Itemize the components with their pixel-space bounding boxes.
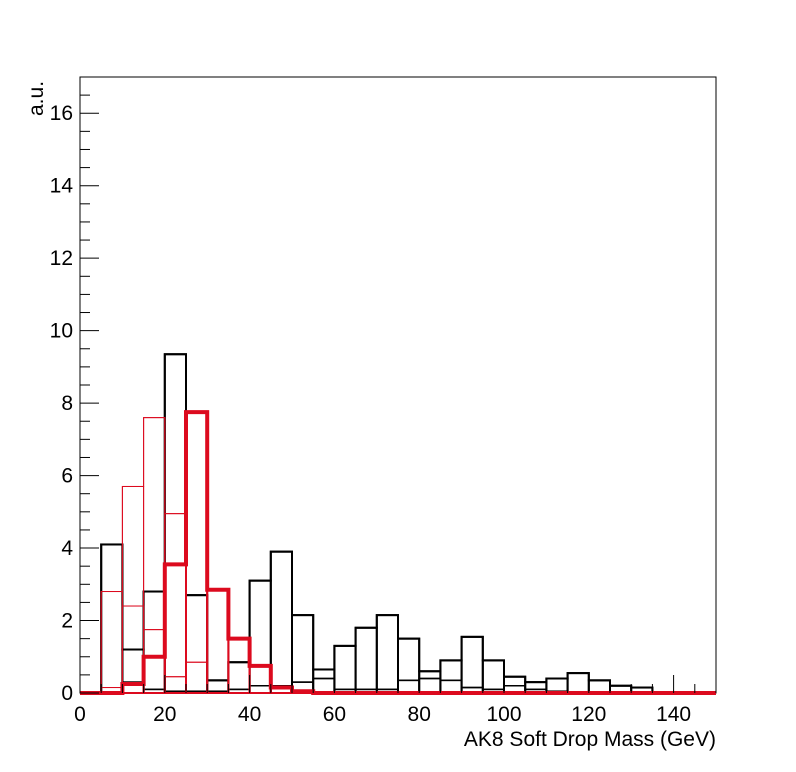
series-0-bin [163, 353, 188, 694]
series-4-bin [291, 690, 315, 695]
series-0-bin [100, 543, 124, 694]
series-3-bin [164, 513, 187, 694]
series-0-bin [121, 648, 145, 695]
series-0-bin [312, 668, 336, 695]
x-tick-label: 40 [238, 703, 261, 726]
series-0-bin [566, 672, 590, 695]
x-axis-title: AK8 Soft Drop Mass (GeV) [464, 728, 716, 751]
series-0-bin [291, 614, 315, 695]
series-4-bin [269, 686, 293, 694]
series-0-bin [503, 675, 527, 695]
series-1-bin [248, 685, 272, 694]
series-4-bin [227, 637, 251, 695]
y-tick-label: 10 [50, 320, 73, 343]
x-tick-label: 140 [656, 703, 691, 726]
x-tick-label: 80 [408, 703, 431, 726]
y-tick-label: 12 [50, 247, 73, 270]
series-3-bin [143, 629, 166, 694]
x-tick-label: 0 [74, 703, 86, 726]
series-0-bin [227, 661, 251, 695]
y-tick-label: 14 [50, 175, 74, 198]
y-tick-label: 6 [61, 465, 73, 488]
series-0-bin [354, 626, 378, 695]
y-tick-label: 8 [61, 392, 73, 415]
series-0-bin [333, 644, 357, 695]
series-3-bin [185, 661, 208, 694]
series-4-bin [185, 411, 209, 694]
x-tick-label: 20 [153, 703, 176, 726]
series-layer [80, 353, 716, 695]
series-2-bin [121, 485, 145, 694]
series-0-bin [439, 659, 463, 695]
series-0-bin [248, 579, 272, 694]
y-tick-label: 2 [61, 610, 73, 633]
series-0-bin [481, 659, 505, 695]
series-4-bin [248, 664, 272, 695]
series-0-bin [418, 670, 442, 695]
axes-layer [79, 76, 717, 694]
series-2-bin [100, 591, 123, 694]
series-0-bin [375, 614, 399, 695]
series-0-bin [269, 550, 293, 694]
labels-layer: 0 20 40 60 80 100 120 140 0 2 4 6 8 10 12 14 16 [50, 102, 691, 726]
series-1-bin [418, 677, 442, 694]
y-tick-label: 16 [50, 102, 73, 125]
y-tick-label: 0 [61, 682, 73, 705]
series-0-bin [142, 590, 166, 694]
x-tick-label: 60 [323, 703, 346, 726]
series-4-bin [163, 563, 188, 694]
series-4-bin [206, 588, 230, 694]
series-2-bin [143, 417, 166, 694]
series-0-bin [185, 594, 209, 694]
plot-frame [79, 76, 717, 694]
series-0-bin [460, 635, 484, 695]
y-axis-title: a.u. [25, 81, 48, 116]
x-tick-label: 100 [486, 703, 521, 726]
y-tick-label: 4 [61, 537, 73, 560]
series-4-bin [142, 655, 166, 695]
series-0-bin [397, 637, 421, 695]
series-1-bin [312, 677, 336, 694]
x-tick-label: 120 [571, 703, 606, 726]
